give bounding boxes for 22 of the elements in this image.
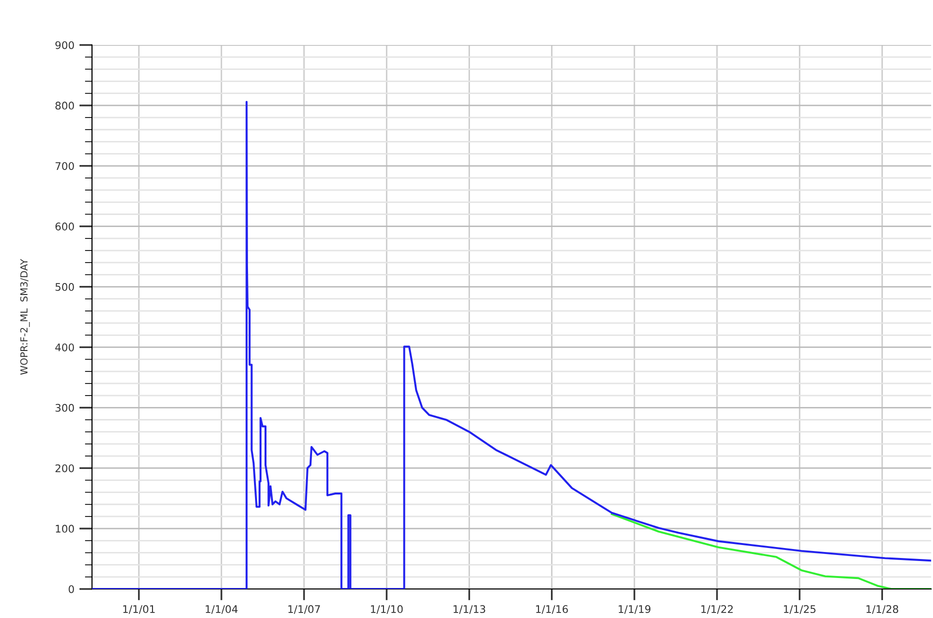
y-tick-label: 500: [56, 283, 74, 291]
y-axis-title: WOPR:F-2_ML SM3/DAY: [20, 258, 30, 375]
y-tick-label: 300: [56, 404, 74, 412]
x-tick-label: 1/1/04: [206, 605, 238, 614]
y-tick-label: 600: [55, 222, 74, 230]
x-tick-label: 1/1/07: [288, 605, 320, 614]
y-tick-label: 100: [56, 524, 74, 533]
y-tick-label: 200: [56, 464, 74, 472]
x-tick-label: 1/1/19: [618, 605, 650, 614]
y-tick-label: 0: [68, 585, 74, 594]
x-tick-label: 1/1/28: [866, 605, 898, 614]
y-tick-label: 700: [56, 162, 74, 170]
x-tick-label: 1/1/13: [454, 605, 486, 614]
x-tick-label: 1/1/22: [701, 605, 733, 614]
line-series: [610, 513, 932, 589]
y-tick-label: 800: [55, 102, 74, 110]
x-tick-label: 1/1/25: [784, 605, 816, 614]
y-tick-label: 400: [55, 343, 74, 352]
y-tick-label: 900: [55, 41, 74, 50]
x-tick-label: 1/1/01: [123, 605, 155, 614]
x-tick-label: 1/1/16: [536, 605, 568, 614]
x-tick-label: 1/1/10: [371, 605, 403, 614]
